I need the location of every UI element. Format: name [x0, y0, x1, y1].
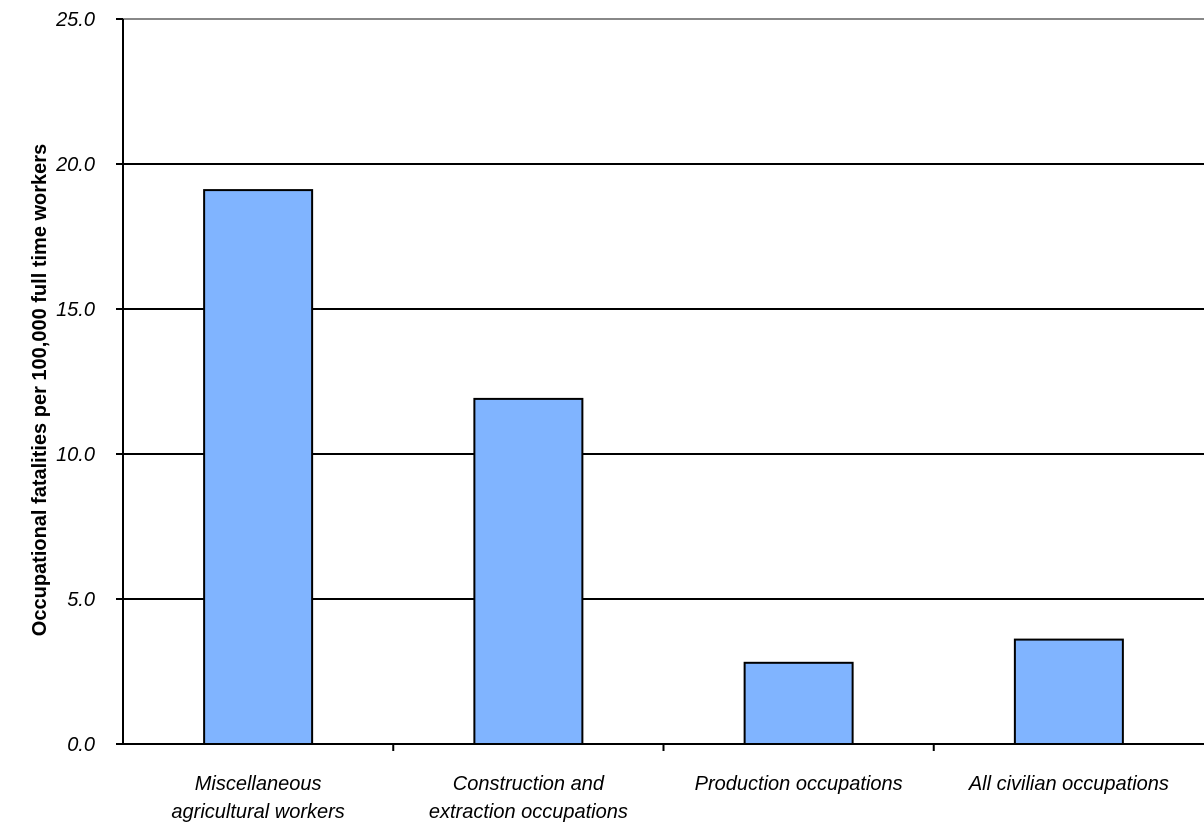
y-tick-label: 25.0: [55, 9, 95, 31]
bars: [203, 189, 1124, 746]
x-tick-label: All civilian occupations: [968, 773, 1169, 795]
y-tick-label: 15.0: [56, 299, 95, 321]
bar: [743, 661, 854, 745]
y-tick-label: 0.0: [67, 734, 95, 756]
bar: [473, 397, 584, 745]
y-tick-label: 20.0: [55, 154, 95, 176]
y-tick-label: 5.0: [67, 589, 95, 611]
bar: [203, 189, 314, 746]
x-tick-label: Construction and: [453, 773, 605, 795]
y-tick-label: 10.0: [56, 444, 95, 466]
y-axis-title: Occupational fatalities per 100,000 full…: [29, 144, 51, 636]
x-tick-label: Miscellaneous: [195, 773, 322, 795]
x-tick-labels: Miscellaneous agricultural workers Constru…: [171, 744, 1169, 823]
bar: [1013, 638, 1124, 745]
x-tick-label: agricultural workers: [171, 801, 344, 823]
x-tick-label: extraction occupations: [429, 801, 628, 823]
x-tick-label: Production occupations: [695, 773, 903, 795]
y-tick-labels: 0.0 5.0 10.0 15.0 20.0 25.0: [55, 9, 123, 756]
